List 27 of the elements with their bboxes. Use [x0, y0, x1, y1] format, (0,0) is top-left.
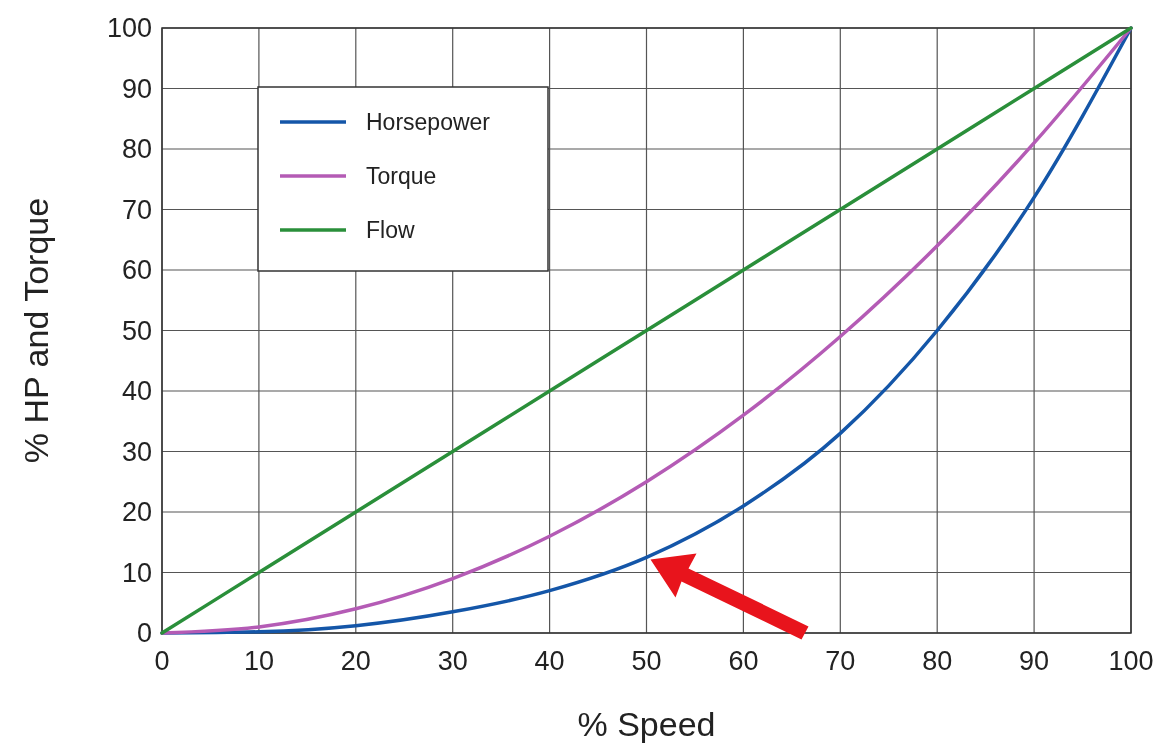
- x-tick-label: 40: [534, 646, 565, 676]
- y-tick-label: 10: [121, 557, 152, 588]
- y-tick-label: 80: [121, 134, 152, 164]
- x-tick-label: 100: [1108, 646, 1154, 676]
- y-tick-label: 30: [121, 436, 152, 467]
- y-tick-label: 20: [121, 497, 152, 527]
- x-tick-label: 80: [922, 646, 953, 676]
- y-tick-label: 60: [121, 255, 152, 285]
- y-tick-label: 50: [121, 315, 152, 346]
- y-axis-title: % HP and Torque: [17, 197, 55, 464]
- x-tick-label: 10: [243, 646, 274, 676]
- legend-label: Horsepower: [366, 109, 491, 135]
- x-axis-title: % Speed: [577, 705, 716, 743]
- y-tick-label: 0: [136, 618, 152, 648]
- x-tick-label: 50: [631, 646, 662, 676]
- line-series: [160, 26, 1133, 635]
- y-tick-label: 90: [121, 73, 152, 104]
- x-tick-label: 60: [728, 646, 759, 676]
- x-tick-label: 90: [1019, 646, 1050, 676]
- y-tick-label: 70: [121, 194, 152, 225]
- x-tick-label: 20: [340, 646, 371, 676]
- x-tick-label: 70: [825, 646, 856, 676]
- legend-label: Torque: [366, 163, 437, 189]
- y-tick-label: 40: [121, 376, 152, 406]
- legend-label: Flow: [366, 217, 415, 243]
- y-tick-label: 100: [106, 13, 152, 43]
- x-tick-label: 30: [437, 646, 468, 676]
